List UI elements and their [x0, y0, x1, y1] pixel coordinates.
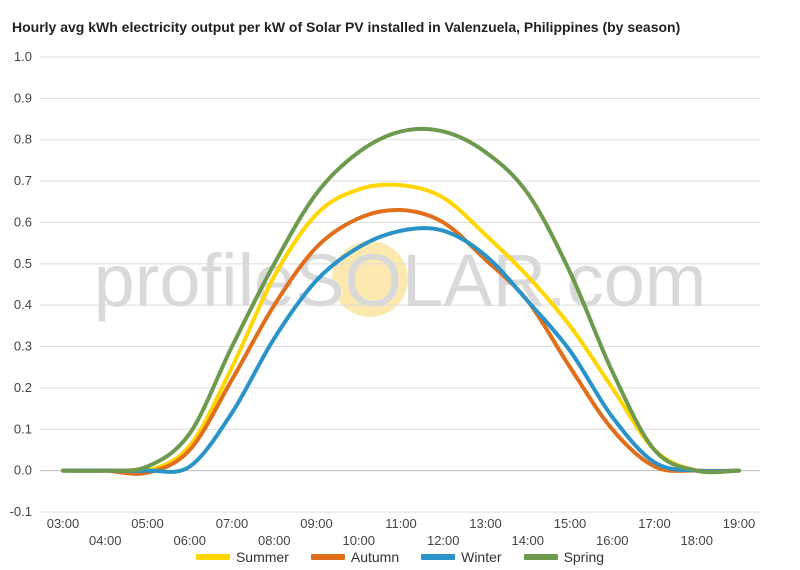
y-tick-label: 0.7	[14, 173, 32, 188]
legend-label: Summer	[235, 549, 289, 565]
y-tick-label: 0.5	[14, 256, 32, 271]
x-tick-label: 10:00	[342, 533, 375, 548]
y-tick-label: 0.3	[14, 339, 32, 354]
legend: Summer Autumn Winter Spring	[0, 549, 800, 565]
series-line-spring	[61, 126, 741, 475]
y-tick-label: 0.0	[14, 463, 32, 478]
x-tick-label: 14:00	[511, 533, 544, 548]
y-tick-label: 1.0	[14, 49, 32, 64]
legend-item-summer[interactable]: Summer	[195, 549, 289, 565]
chart-title: Hourly avg kWh electricity output per kW…	[12, 19, 681, 35]
y-tick-label: 0.6	[14, 214, 32, 229]
x-tick-label: 17:00	[638, 516, 671, 531]
y-tick-label: -0.1	[10, 504, 32, 519]
y-tick-label: 0.9	[14, 90, 32, 105]
x-tick-label: 12:00	[427, 533, 460, 548]
y-tick-label: 0.2	[14, 380, 32, 395]
legend-swatch	[421, 554, 456, 560]
legend-swatch	[310, 554, 345, 560]
x-tick-label: 13:00	[469, 516, 502, 531]
watermark: profileSOLAR.com	[94, 239, 707, 322]
y-tick-label: 0.8	[14, 132, 32, 147]
x-tick-label: 08:00	[258, 533, 291, 548]
watermark-sun-icon	[332, 241, 408, 317]
x-tick-label: 03:00	[47, 516, 80, 531]
x-tick-label: 05:00	[131, 516, 164, 531]
x-tick-label: 06:00	[173, 533, 206, 548]
x-tick-label: 07:00	[216, 516, 249, 531]
legend-swatch	[195, 554, 230, 560]
series-line-autumn	[61, 207, 741, 476]
x-axis: 03:00 04:00 05:00 06:00 07:00 08:00 09:00 10:00…	[47, 516, 756, 548]
x-tick-label: 18:00	[680, 533, 713, 548]
series-line-winter	[61, 226, 741, 474]
legend-swatch	[523, 554, 558, 560]
legend-label: Winter	[461, 549, 502, 565]
series-lines	[61, 126, 741, 476]
x-tick-label: 19:00	[723, 516, 756, 531]
x-tick-label: 04:00	[89, 533, 122, 548]
watermark-text: profileSOLAR.com	[94, 239, 707, 322]
legend-item-autumn[interactable]: Autumn	[310, 549, 400, 565]
y-tick-label: 0.4	[14, 297, 32, 312]
legend-item-winter[interactable]: Winter	[421, 549, 502, 565]
x-tick-label: 16:00	[596, 533, 629, 548]
x-tick-label: 09:00	[300, 516, 333, 531]
y-axis: -0.1 0.0 0.1 0.2 0.3 0.4 0.5 0.6 0.7 0.8 0.9 1.0	[10, 49, 32, 519]
legend-label: Autumn	[350, 549, 400, 565]
x-tick-label: 15:00	[554, 516, 587, 531]
x-tick-label: 11:00	[385, 516, 417, 531]
series-line-summer	[61, 182, 741, 475]
y-tick-label: 0.1	[14, 421, 32, 436]
legend-item-spring[interactable]: Spring	[523, 549, 605, 565]
legend-label: Spring	[563, 549, 605, 565]
